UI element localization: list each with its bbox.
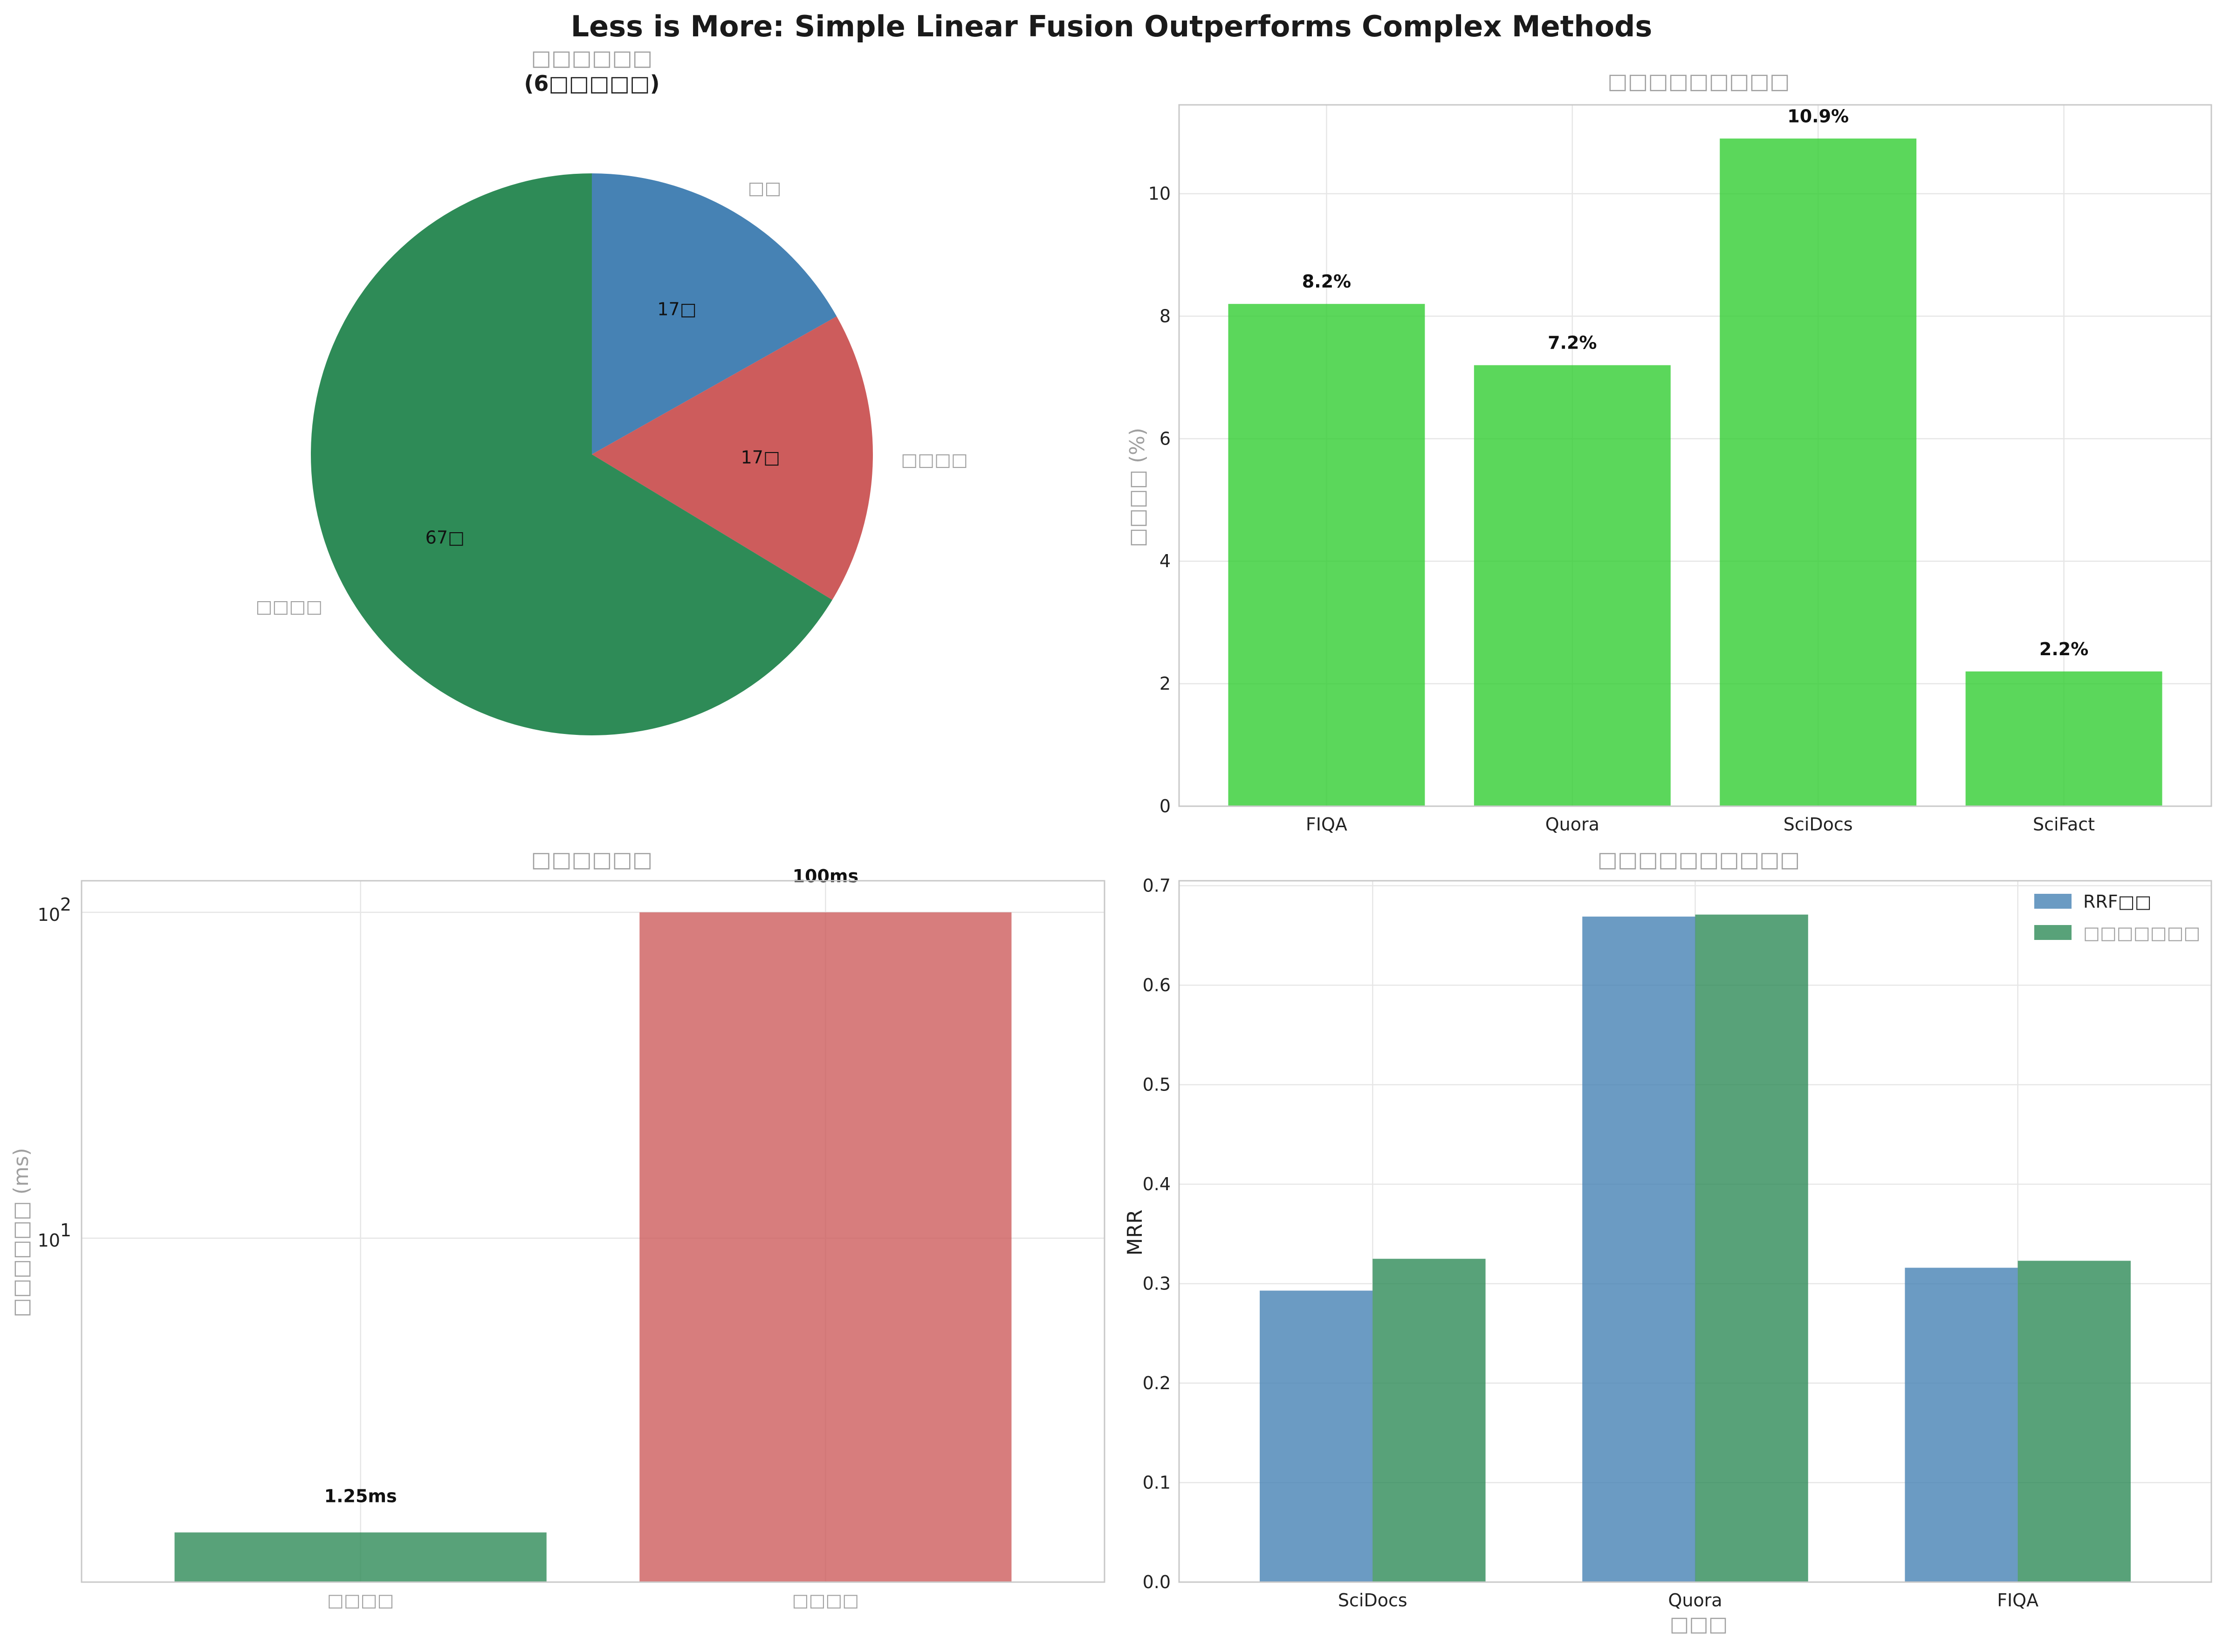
bar <box>2017 1261 2131 1582</box>
bar <box>1582 916 1695 1582</box>
axes-frame <box>1178 104 2212 807</box>
y-tick-label: 4 <box>1160 551 1171 571</box>
x-tick-label: Quora <box>1545 814 1599 835</box>
legend-label-rrf: RRF□□ <box>2083 891 2151 912</box>
y-tick-label: 6 <box>1160 428 1171 449</box>
latency-ylabel: □□□□□□ (ms) <box>9 1148 33 1317</box>
bar-value-label: 10.9% <box>1787 106 1849 126</box>
mrr-ylabel: MRR <box>1123 1209 1147 1255</box>
x-tick-label: SciDocs <box>1784 814 1853 835</box>
mrr-xlabel: □□□ <box>1670 1612 1728 1636</box>
figure-title: Less is More: Simple Linear Fusion Outpe… <box>571 9 1653 43</box>
bar <box>1695 914 1808 1582</box>
y-tick-label: 0 <box>1160 796 1171 816</box>
improvement-plot: 0 2 4 6 8 10 8.2% FIQA 7.2% Quora 10.9% SciDocs 2.2%… <box>1148 104 2212 835</box>
pie-slices: □□ 17□ □□□□ 17□ □□□□ 67□ <box>256 173 968 736</box>
latency-plot: 10 110 21.25ms□□□□100ms□□□□ <box>38 866 1105 1611</box>
x-tick-label: FIQA <box>1306 814 1347 835</box>
bar-value-label: 7.2% <box>1548 333 1597 353</box>
bar <box>639 912 1012 1582</box>
pie-pct-label: 17□ <box>741 447 780 468</box>
improvement-title: □□□□□□□□□ <box>1607 69 1790 94</box>
y-tick-label: 8 <box>1160 306 1171 326</box>
axes-frame <box>1178 880 2212 1583</box>
latency-title: □□□□□□ <box>531 847 653 872</box>
pie-pct-label: 67□ <box>425 528 465 548</box>
y-tick-label: 10 <box>38 905 60 925</box>
y-tick-label: 0.3 <box>1143 1274 1171 1294</box>
mrr-title: □□□□□□□□□□ <box>1598 847 1800 872</box>
mrr-plot: 0.0 0.1 0.2 0.3 0.4 0.5 0.6 0.7 SciDocs Quora FIQA <box>1143 876 2212 1611</box>
axes-frame <box>81 880 1105 1583</box>
improvement-ylabel: □□□□ (%) <box>1125 428 1149 547</box>
bar <box>1228 304 1425 807</box>
improvement-panel: □□□□□□□□□ 0 2 4 6 8 10 8.2% FIQA 7.2% Quora 10.9% S… <box>1125 69 2212 835</box>
latency-panel: □□□□□□ 10 110 21.25ms□□□□100ms□□□□ □□□□□□ … <box>9 847 1105 1611</box>
y-tick-exponent: 1 <box>60 1220 71 1241</box>
x-tick-label: SciDocs <box>1338 1590 1407 1611</box>
pie-title-line2: (6□□□□□) <box>524 71 659 96</box>
x-tick-label: FIQA <box>1997 1590 2038 1611</box>
bar <box>1720 138 1917 806</box>
pie-title-line1: □□□□□□ <box>531 45 653 70</box>
y-tick-label: 0.1 <box>1143 1473 1171 1493</box>
pie-panel: □□□□□□ (6□□□□□) □□ 17□ □□□□ 17□ □□□□ 67□ <box>256 45 968 736</box>
pie-slice <box>310 173 832 736</box>
legend-swatch-rrf <box>2034 894 2072 909</box>
pie-slice-label: □□□□ <box>901 449 968 470</box>
bar <box>1260 1290 1373 1582</box>
pie-pct-label: 17□ <box>657 299 696 320</box>
y-tick-label: 2 <box>1160 673 1171 694</box>
y-tick-exponent: 2 <box>60 894 71 915</box>
y-tick-label: 10 <box>38 1230 60 1251</box>
bar <box>1372 1259 1486 1582</box>
bar-value-label: 100ms <box>793 866 859 886</box>
legend-label-linear: □□□□□□□ <box>2083 923 2200 943</box>
legend-swatch-linear <box>2034 925 2072 940</box>
y-tick-label: 0.4 <box>1143 1174 1171 1194</box>
bar-value-label: 2.2% <box>2039 639 2088 659</box>
bar-value-label: 8.2% <box>1302 271 1351 292</box>
bar <box>1965 671 2162 806</box>
pie-slice <box>592 173 837 454</box>
bar-value-label: 1.25ms <box>324 1486 397 1506</box>
pie-slice-label: □□□□ <box>256 596 323 617</box>
pie-slice <box>592 316 873 600</box>
x-tick-label: Quora <box>1668 1590 1722 1611</box>
bar <box>174 1532 547 1582</box>
y-tick-label: 10 <box>1148 184 1171 204</box>
x-tick-label: □□□□ <box>327 1590 394 1611</box>
y-tick-label: 0.5 <box>1143 1075 1171 1095</box>
mrr-legend: RRF□□ □□□□□□□ <box>2034 891 2200 943</box>
bar <box>1905 1268 2018 1582</box>
y-tick-label: 0.2 <box>1143 1373 1171 1393</box>
bar <box>1474 365 1671 806</box>
pie-slice-label: □□ <box>748 178 782 198</box>
y-tick-label: 0.0 <box>1143 1572 1171 1592</box>
y-tick-label: 0.7 <box>1143 876 1171 896</box>
mrr-panel: □□□□□□□□□□ 0.00.10.20.30.40.50.60.7SciDo… <box>1123 847 2212 1636</box>
y-tick-label: 0.6 <box>1143 975 1171 995</box>
x-tick-label: SciFact <box>2033 814 2095 835</box>
x-tick-label: □□□□ <box>792 1590 859 1611</box>
